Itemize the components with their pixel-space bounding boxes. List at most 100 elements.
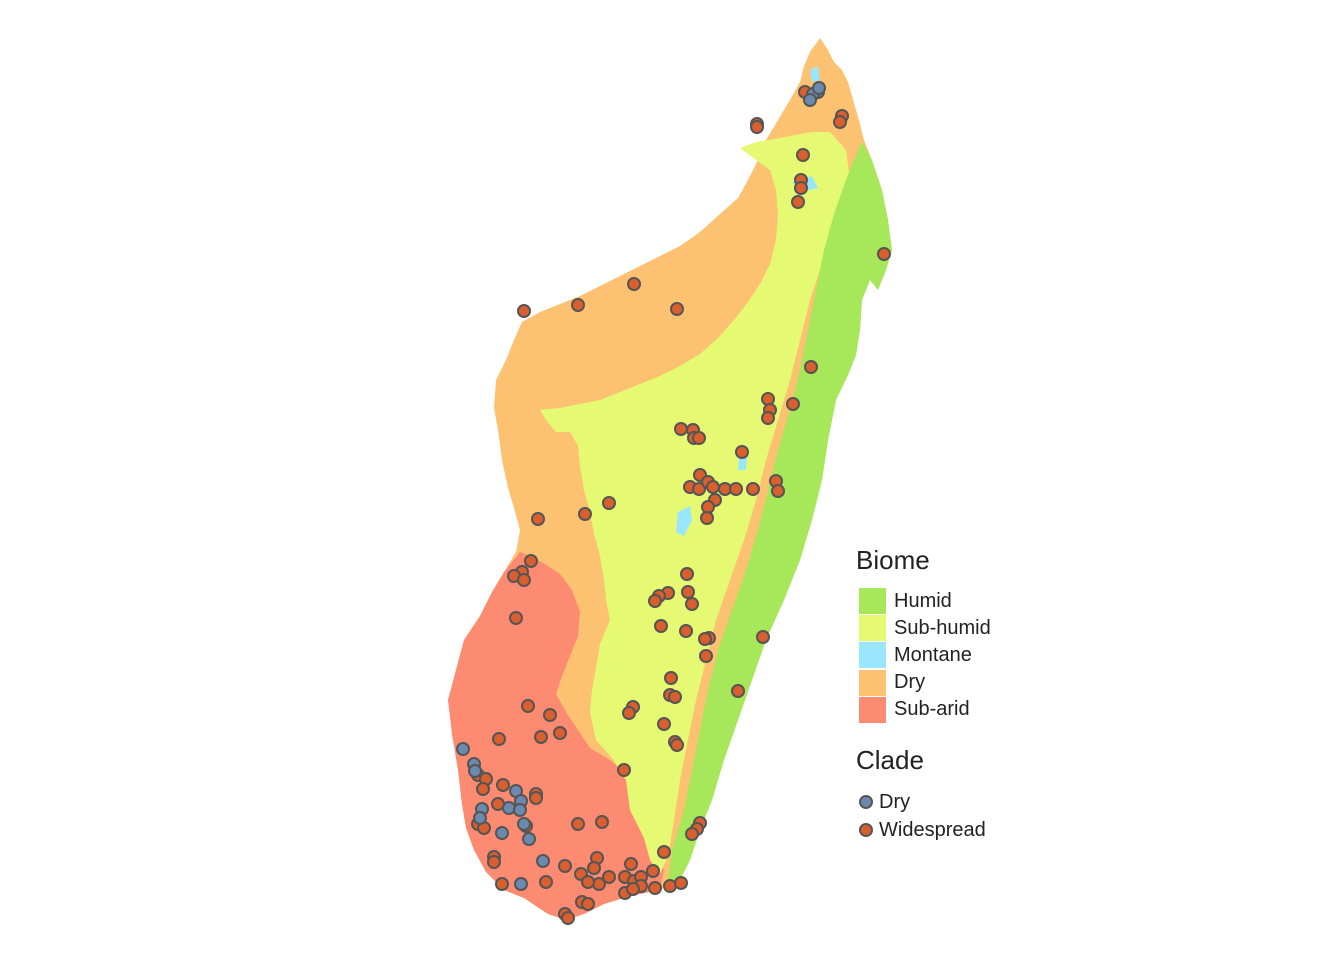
widespread-point: [654, 619, 668, 633]
widespread-point: [750, 120, 764, 134]
widespread-point: [595, 815, 609, 829]
dry-point: [803, 93, 817, 107]
widespread-point: [692, 431, 706, 445]
widespread-point: [571, 298, 585, 312]
dry-point: [513, 803, 527, 817]
widespread-point: [571, 817, 585, 831]
occurrence-points: [456, 81, 891, 925]
widespread-point: [524, 554, 538, 568]
widespread-point: [731, 684, 745, 698]
widespread-point: [602, 870, 616, 884]
widespread-point: [529, 791, 543, 805]
widespread-point: [664, 671, 678, 685]
widespread-point: [578, 507, 592, 521]
widespread-point: [495, 877, 509, 891]
biome-swatch: [859, 642, 886, 669]
widespread-point: [657, 717, 671, 731]
clade-legend-item: Dry: [857, 789, 910, 815]
widespread-point: [685, 827, 699, 841]
dry-point: [522, 832, 536, 846]
clade-legend-title: Clade: [856, 745, 924, 775]
biome-legend-label: Dry: [894, 671, 926, 694]
widespread-point: [581, 897, 595, 911]
widespread-point: [553, 726, 567, 740]
clade-dot-icon: [859, 795, 873, 809]
clade-legend-label: Widespread: [879, 818, 986, 841]
widespread-point: [791, 195, 805, 209]
widespread-point: [700, 511, 714, 525]
dry-point: [468, 764, 482, 778]
biome-swatch: [859, 615, 886, 642]
dry-point: [495, 826, 509, 840]
widespread-point: [602, 496, 616, 510]
widespread-point: [534, 730, 548, 744]
widespread-point: [735, 445, 749, 459]
subhumid-region: [540, 132, 850, 874]
widespread-point: [670, 302, 684, 316]
widespread-point: [648, 881, 662, 895]
biome-legend-item: Dry: [859, 669, 926, 696]
widespread-point: [587, 861, 601, 875]
widespread-point: [539, 875, 553, 889]
widespread-point: [517, 573, 531, 587]
dry-point: [812, 81, 826, 95]
widespread-point: [674, 422, 688, 436]
biome-legend-title: Biome: [856, 545, 930, 575]
widespread-point: [746, 482, 760, 496]
biome-legend-item: Sub-arid: [859, 696, 970, 723]
widespread-point: [761, 411, 775, 425]
widespread-point: [796, 148, 810, 162]
dry-point: [502, 801, 516, 815]
dry-point: [473, 811, 487, 825]
widespread-point: [487, 855, 501, 869]
widespread-point: [679, 624, 693, 638]
clade-dot-icon: [859, 823, 873, 837]
widespread-point: [670, 738, 684, 752]
widespread-point: [509, 611, 523, 625]
biome-swatch: [859, 696, 886, 723]
widespread-point: [622, 706, 636, 720]
widespread-point: [627, 277, 641, 291]
widespread-point: [698, 632, 712, 646]
widespread-point: [558, 859, 572, 873]
humid-region: [668, 142, 892, 880]
widespread-point: [668, 690, 682, 704]
widespread-point: [794, 181, 808, 195]
widespread-point: [692, 482, 706, 496]
biome-swatch: [859, 669, 886, 696]
biome-legend-item: Humid: [859, 588, 952, 614]
clade-legend-item: Widespread: [857, 817, 986, 843]
widespread-point: [681, 585, 695, 599]
widespread-point: [617, 763, 631, 777]
widespread-point: [680, 567, 694, 581]
widespread-point: [761, 392, 775, 406]
widespread-point: [521, 699, 535, 713]
widespread-point: [624, 857, 638, 871]
widespread-point: [561, 911, 575, 925]
widespread-point: [657, 845, 671, 859]
dry-point: [456, 742, 470, 756]
widespread-point: [517, 304, 531, 318]
widespread-point: [786, 397, 800, 411]
widespread-point: [706, 480, 720, 494]
widespread-point: [531, 512, 545, 526]
dry-point: [517, 817, 531, 831]
biome-legend-label: Sub-arid: [894, 698, 970, 721]
montane-patch: [810, 66, 820, 82]
widespread-point: [877, 247, 891, 261]
biome-legend-item: Montane: [859, 642, 972, 669]
widespread-point: [804, 360, 818, 374]
widespread-point: [685, 597, 699, 611]
widespread-point: [543, 708, 557, 722]
biome-legend-label: Montane: [894, 643, 972, 666]
widespread-point: [771, 484, 785, 498]
biome-swatch: [859, 588, 886, 614]
biome-legend-label: Humid: [894, 589, 952, 612]
clade-legend-label: Dry: [879, 790, 911, 813]
widespread-point: [646, 864, 660, 878]
widespread-point: [648, 594, 662, 608]
biome-legend-item: Sub-humid: [859, 615, 991, 642]
widespread-point: [833, 115, 847, 129]
widespread-point: [729, 482, 743, 496]
